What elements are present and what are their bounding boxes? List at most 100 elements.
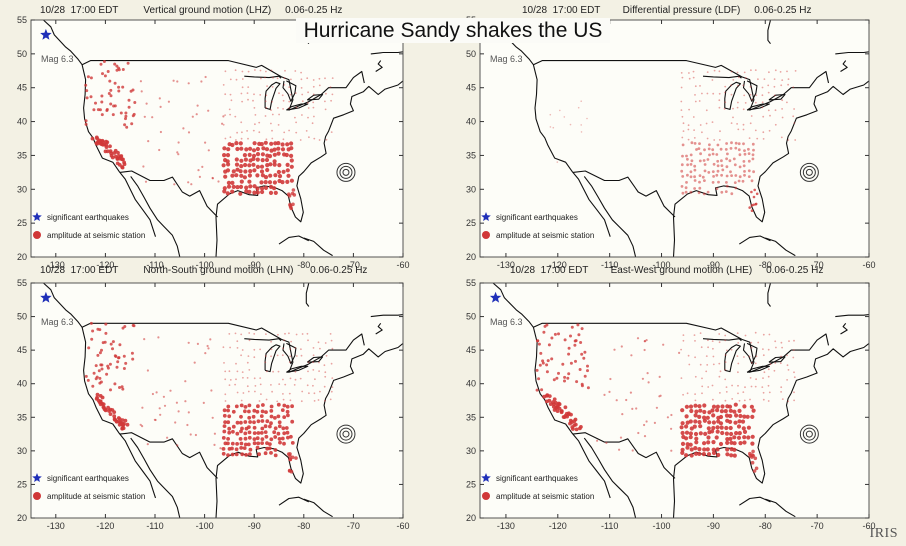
station-dot <box>252 141 257 146</box>
station-dot <box>235 378 237 381</box>
station-dot <box>615 399 618 402</box>
coastline-10 <box>286 103 309 111</box>
hurricane-ring-2 <box>339 165 353 179</box>
station-dot <box>265 163 270 168</box>
station-dot <box>252 408 257 413</box>
station-dot <box>693 187 696 190</box>
station-dot <box>243 157 248 162</box>
station-dot <box>792 356 795 359</box>
station-dot <box>272 159 277 164</box>
station-dot <box>282 378 284 381</box>
station-dot <box>780 355 782 358</box>
station-dot <box>751 98 753 101</box>
station-dot <box>224 93 227 96</box>
station-dot <box>111 113 115 117</box>
station-dot <box>222 115 225 118</box>
station-dot <box>146 369 149 372</box>
station-dot <box>300 71 302 74</box>
station-dot <box>701 131 703 134</box>
station-dot <box>243 420 248 424</box>
station-dot <box>718 421 724 426</box>
station-dot <box>688 363 691 366</box>
station-dot <box>86 75 90 79</box>
station-dot <box>285 409 290 414</box>
station-dot <box>686 157 689 161</box>
station-dot <box>285 404 290 409</box>
station-dot <box>306 384 309 387</box>
station-dot <box>547 398 552 403</box>
station-dot <box>712 363 715 366</box>
station-dot <box>716 452 721 458</box>
station-dot <box>755 192 759 196</box>
station-dot <box>541 361 545 365</box>
station-dots <box>549 69 797 212</box>
coastline-6 <box>572 170 676 218</box>
station-dot <box>774 362 777 364</box>
station-dot <box>763 78 766 80</box>
station-dot <box>159 413 162 416</box>
station-dot <box>793 339 795 342</box>
station-dot <box>277 437 282 441</box>
station-dot <box>313 392 316 395</box>
station-dot <box>243 169 248 174</box>
station-dot <box>702 447 707 452</box>
station-dot <box>718 441 724 447</box>
station-dot <box>221 436 226 440</box>
station-dot <box>753 188 756 192</box>
station-dot <box>580 100 582 102</box>
station-dot <box>222 186 227 191</box>
station-dot <box>706 71 709 73</box>
station-dot <box>264 355 267 357</box>
coastline-11 <box>306 93 324 101</box>
station-dot <box>736 71 739 74</box>
station-dot <box>703 179 706 183</box>
station-dot <box>195 113 198 116</box>
station-dot <box>737 384 739 387</box>
station-dot <box>718 70 721 73</box>
station-dot <box>239 403 244 408</box>
station-dot <box>706 92 709 95</box>
coastlines <box>43 283 403 518</box>
station-dot <box>573 343 577 347</box>
station-dot <box>256 441 261 446</box>
station-dot <box>234 447 239 452</box>
coastline-3 <box>765 237 796 257</box>
station-dot <box>247 430 252 435</box>
station-dot <box>255 157 260 162</box>
station-dot <box>715 153 719 156</box>
station-dot <box>724 339 727 342</box>
station-dot <box>711 181 715 184</box>
station-dot <box>733 402 738 407</box>
y-tick-label: 20 <box>466 252 476 262</box>
station-dot <box>687 124 690 127</box>
station-dot <box>235 146 240 152</box>
station-dot <box>244 147 249 152</box>
station-dot <box>693 334 696 336</box>
station-dot <box>119 111 123 115</box>
station-dot <box>144 180 148 183</box>
station-dot <box>692 424 697 429</box>
y-tick-label: 45 <box>17 345 27 355</box>
station-dot <box>106 364 110 368</box>
station-dot <box>711 413 716 418</box>
station-dot <box>609 377 612 381</box>
station-dot <box>786 70 788 73</box>
station-dot <box>96 353 100 357</box>
station-dot <box>312 361 314 364</box>
station-dot <box>291 188 296 192</box>
station-dot <box>737 342 740 344</box>
station-dot <box>743 170 746 173</box>
station-dot <box>229 136 232 139</box>
station-dot <box>255 186 260 191</box>
station-dot <box>711 440 716 445</box>
station-dot <box>139 423 142 426</box>
coastline-11 <box>768 93 786 101</box>
station-dot <box>324 342 327 344</box>
station-dot <box>563 379 566 383</box>
station-dot <box>688 419 693 424</box>
station-dot <box>536 339 539 343</box>
station-dot <box>732 453 737 458</box>
station-dot <box>266 85 268 87</box>
station-dot <box>129 89 133 93</box>
station-dot <box>300 87 303 89</box>
